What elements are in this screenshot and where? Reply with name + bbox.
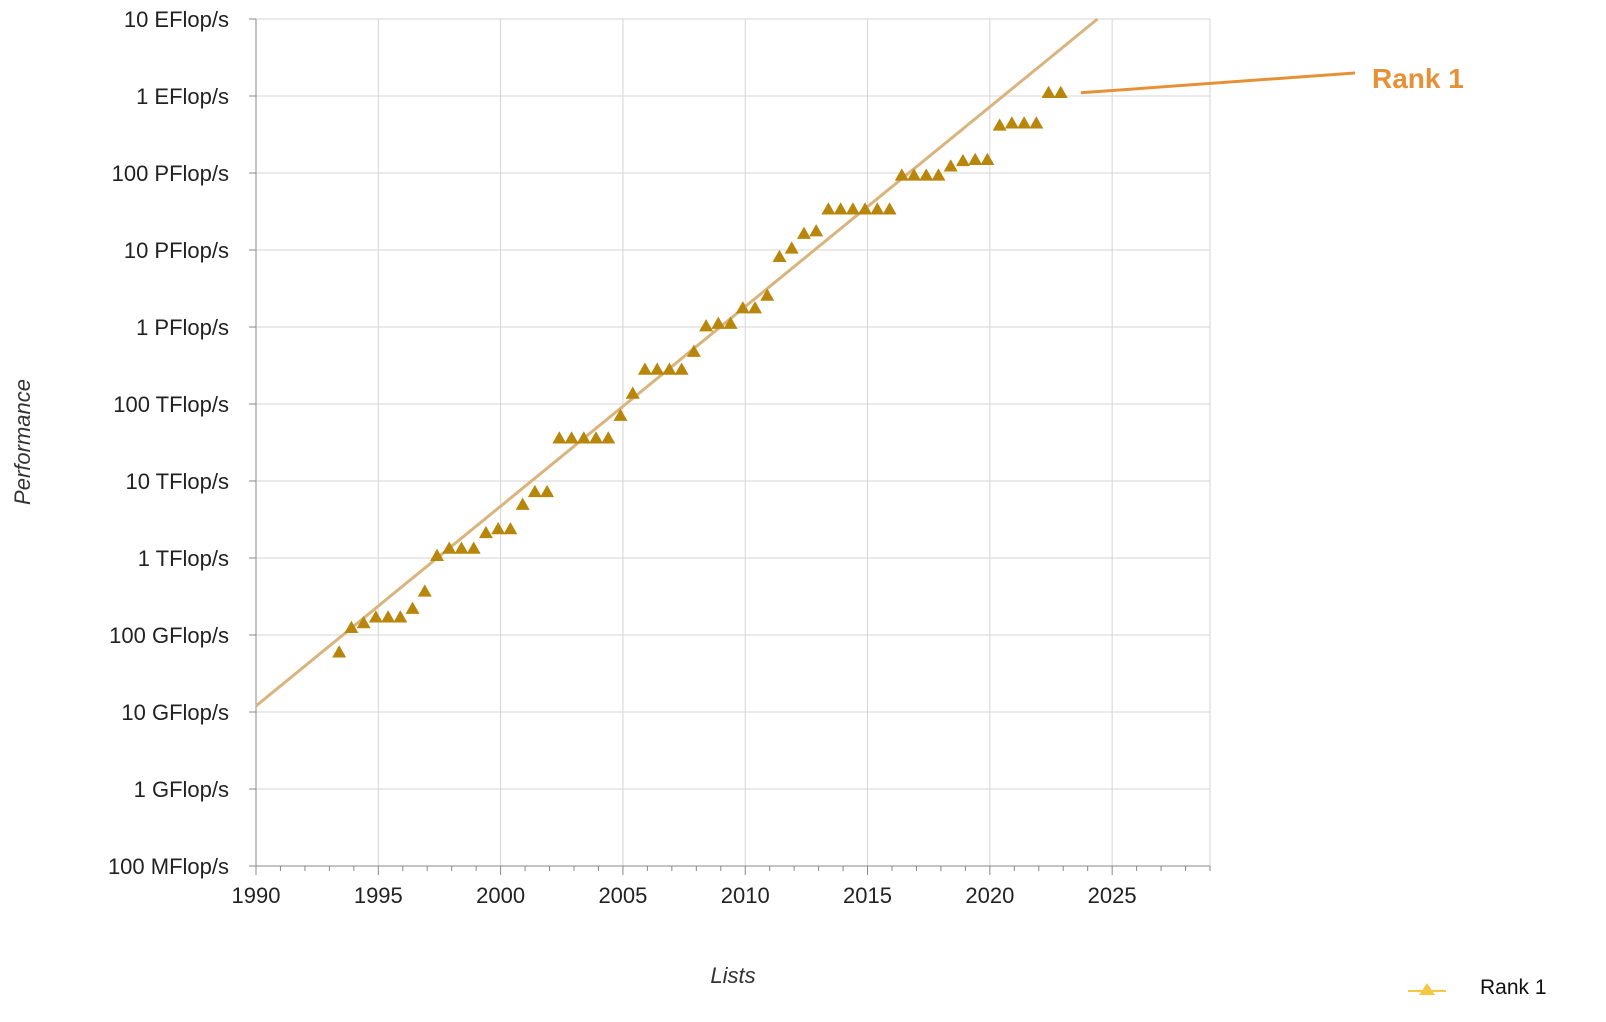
- x-tick-label: 2015: [843, 883, 892, 908]
- data-point-triangle: [454, 541, 469, 554]
- data-point-triangle: [332, 645, 347, 658]
- data-point-triangle: [760, 288, 775, 301]
- y-tick-label: 10 GFlop/s: [121, 700, 229, 725]
- x-tick-label: 2010: [721, 883, 770, 908]
- data-point-triangle: [833, 202, 848, 215]
- y-tick-label: 100 GFlop/s: [109, 623, 229, 648]
- data-point-triangle: [540, 484, 555, 498]
- trendline-group: [255, 17, 1099, 708]
- data-point-triangle: [527, 484, 542, 498]
- data-point-triangle: [809, 224, 824, 237]
- data-point-triangle: [1053, 85, 1068, 99]
- data-point-triangle: [625, 386, 640, 399]
- y-tick-label: 10 PFlop/s: [124, 238, 229, 263]
- data-point-triangle: [515, 497, 530, 510]
- data-point-triangle: [552, 431, 567, 444]
- data-point-triangle: [491, 522, 506, 535]
- data-point-triangle: [735, 301, 750, 314]
- data-point-triangle: [931, 168, 946, 181]
- y-axis-title: Performance: [10, 379, 35, 505]
- legend: Rank 1: [1408, 976, 1547, 999]
- annotation-label: Rank 1: [1372, 63, 1464, 94]
- y-tick-label: 10 TFlop/s: [125, 469, 229, 494]
- data-point-triangle: [845, 202, 860, 215]
- data-point-triangle: [576, 431, 591, 444]
- y-tick-label: 1 PFlop/s: [136, 315, 229, 340]
- y-tick-label: 100 PFlop/s: [112, 161, 229, 186]
- data-point-triangle: [650, 362, 665, 375]
- data-point-triangle: [870, 202, 885, 215]
- x-tick-label: 2000: [476, 883, 525, 908]
- data-point-triangle: [955, 153, 970, 167]
- data-point-triangle: [894, 168, 909, 181]
- data-point-triangle: [613, 408, 628, 421]
- data-point-triangle: [405, 601, 420, 614]
- y-tick-label: 100 MFlop/s: [108, 854, 229, 879]
- x-tick-label: 2020: [965, 883, 1014, 908]
- data-point-triangle: [466, 541, 481, 554]
- x-axis-title: Lists: [710, 963, 755, 988]
- data-point-triangle: [699, 319, 714, 332]
- data-point-triangle: [711, 316, 726, 329]
- data-point-triangle: [858, 202, 873, 215]
- data-point-triangle: [980, 152, 995, 166]
- data-point-triangle: [1041, 85, 1056, 99]
- data-point-triangle: [503, 522, 518, 535]
- data-point-triangle: [662, 362, 677, 375]
- x-tick-label: 1995: [354, 883, 403, 908]
- data-point-triangle: [381, 610, 396, 623]
- data-points: [332, 85, 1068, 658]
- data-point-triangle: [772, 249, 787, 263]
- data-point-triangle: [723, 316, 738, 329]
- data-point-triangle: [637, 362, 652, 375]
- data-point-triangle: [344, 620, 359, 633]
- data-point-triangle: [564, 431, 579, 444]
- y-tick-label: 1 GFlop/s: [134, 777, 229, 802]
- axes: 100 MFlop/s 1 GFlop/s 10 GFlop/s 100 GFlop/…: [108, 7, 1211, 908]
- x-tick-label: 1990: [232, 883, 281, 908]
- y-tick-label: 1 EFlop/s: [136, 84, 229, 109]
- data-point-triangle: [442, 541, 457, 554]
- data-point-triangle: [430, 548, 445, 561]
- data-point-triangle: [1029, 116, 1044, 129]
- data-point-triangle: [368, 610, 383, 623]
- data-point-triangle: [1004, 116, 1019, 129]
- data-point-triangle: [417, 584, 432, 597]
- data-point-triangle: [992, 118, 1007, 131]
- trendline: [255, 17, 1099, 708]
- x-tick-label: 2025: [1088, 883, 1137, 908]
- data-point-triangle: [907, 168, 922, 181]
- data-point-triangle: [686, 344, 701, 357]
- data-point-triangle: [1017, 116, 1032, 129]
- annotation-group: Rank 1: [1080, 63, 1464, 95]
- data-point-triangle: [356, 615, 371, 629]
- data-point-triangle: [601, 431, 616, 444]
- data-point-triangle: [784, 241, 799, 254]
- y-tick-label: 1 TFlop/s: [138, 546, 229, 571]
- data-point-triangle: [821, 202, 836, 215]
- data-point-triangle: [943, 159, 958, 172]
- data-point-triangle: [968, 152, 983, 166]
- data-point-triangle: [478, 525, 493, 539]
- annotation-leader-line: [1080, 71, 1356, 95]
- legend-label: Rank 1: [1480, 976, 1547, 999]
- legend-triangle-icon: [1419, 983, 1435, 995]
- x-tick-label: 2005: [598, 883, 647, 908]
- y-tick-label: 10 EFlop/s: [124, 7, 229, 32]
- data-point-triangle: [919, 168, 934, 181]
- data-point-triangle: [674, 362, 689, 375]
- y-tick-label: 100 TFlop/s: [113, 392, 229, 417]
- data-point-triangle: [748, 301, 763, 314]
- data-point-triangle: [882, 202, 897, 215]
- data-point-triangle: [393, 610, 408, 623]
- data-point-triangle: [589, 431, 604, 444]
- grid: [255, 18, 1211, 867]
- data-point-triangle: [796, 226, 811, 239]
